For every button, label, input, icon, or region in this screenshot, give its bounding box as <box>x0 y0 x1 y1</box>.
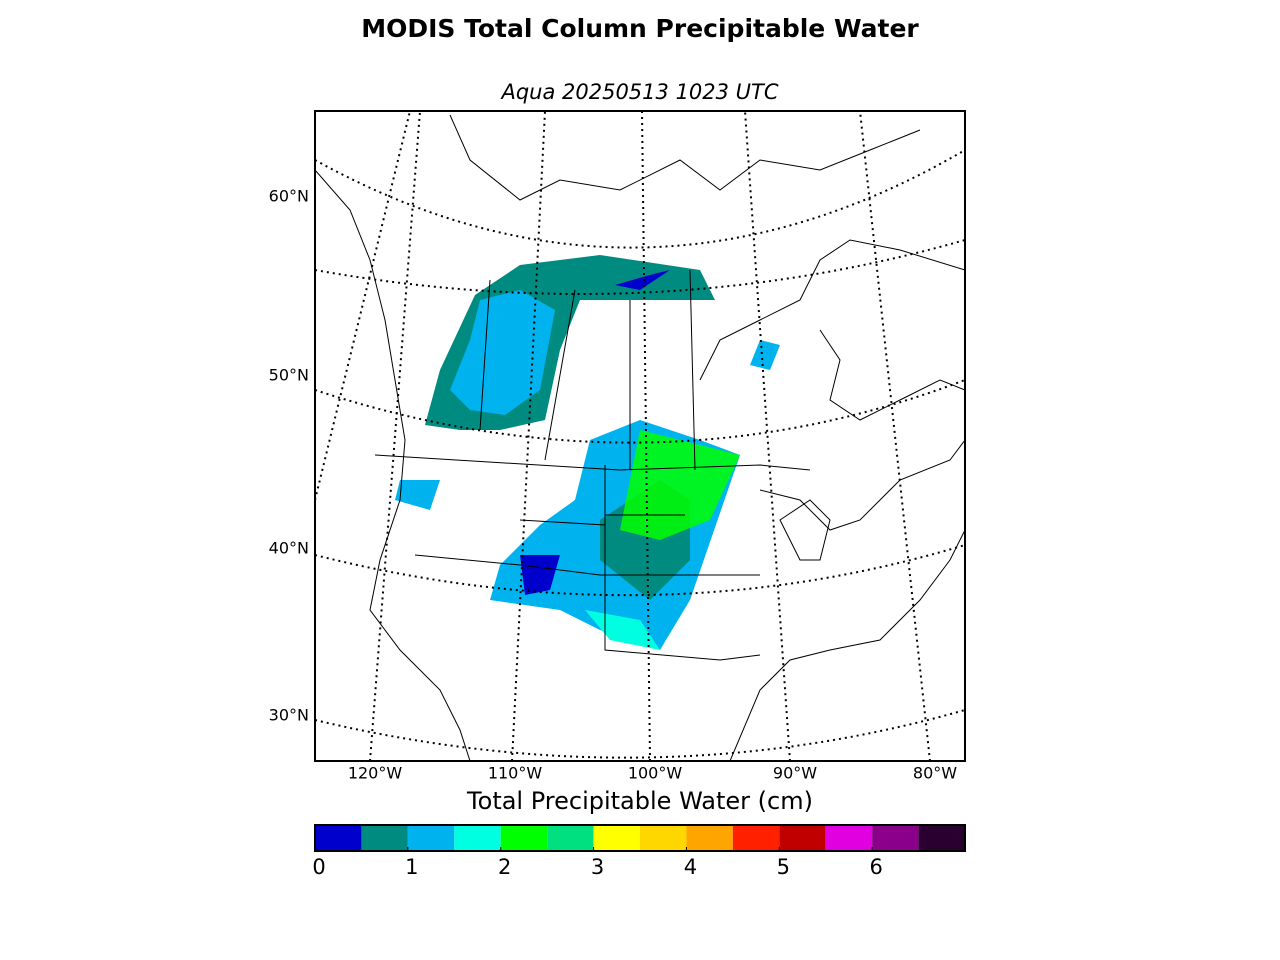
colorbar-cell <box>872 825 919 851</box>
colorbar-tick-label: 3 <box>591 855 604 879</box>
colorbar-tick-label: 2 <box>498 855 511 879</box>
graticule <box>315 111 965 761</box>
colorbar-cell <box>500 825 548 851</box>
subtitle: Aqua 20250513 1023 UTC <box>499 80 778 104</box>
colorbar-cell <box>779 825 826 851</box>
boundaries <box>315 114 965 761</box>
map-frame <box>314 110 966 762</box>
lon-label: 120°W <box>348 764 403 783</box>
lat-label: 50°N <box>269 366 309 385</box>
colorbar-cell <box>407 825 455 851</box>
colorbar-cell <box>640 825 687 851</box>
lon-label: 110°W <box>488 764 543 783</box>
colorbar-tick-label: 4 <box>684 855 697 879</box>
colorbar-tick-label: 1 <box>405 855 418 879</box>
colorbar-cell <box>732 825 780 851</box>
colorbar-cell <box>315 825 362 851</box>
colorbar-cell <box>686 825 733 851</box>
colorbar-cell <box>825 825 873 851</box>
lon-label: 90°W <box>773 764 817 783</box>
colorbar-cell <box>593 825 640 851</box>
colorbar-cell <box>361 825 408 851</box>
colorbar-tick-label: 5 <box>777 855 790 879</box>
colorbar-tick-label: 6 <box>869 855 882 879</box>
lat-label: 40°N <box>269 539 309 558</box>
colorbar-cell <box>918 825 965 851</box>
colorbar-cell <box>547 825 594 851</box>
colorbar-tick-label: 0 <box>312 855 325 879</box>
lon-label: 100°W <box>628 764 683 783</box>
colorbar-frame <box>314 824 966 852</box>
colorbar-cell <box>454 825 501 851</box>
title: MODIS Total Column Precipitable Water <box>361 14 919 43</box>
colorbar-label: Total Precipitable Water (cm) <box>466 787 813 815</box>
map <box>314 110 966 762</box>
lat-label: 60°N <box>269 187 309 206</box>
lon-label: 80°W <box>913 764 957 783</box>
lat-label: 30°N <box>269 706 309 725</box>
